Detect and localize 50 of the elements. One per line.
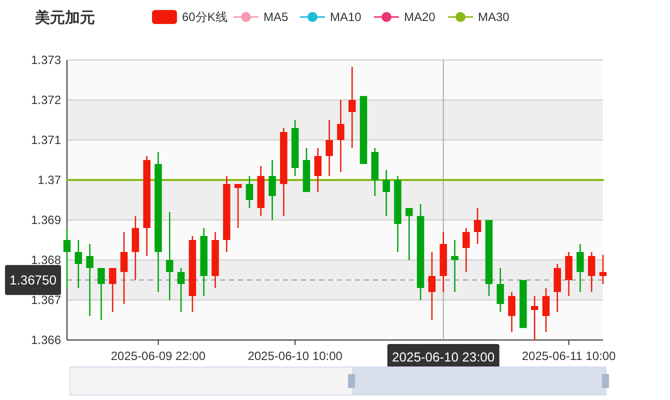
candlestick bbox=[234, 183, 242, 229]
candlestick bbox=[86, 243, 94, 317]
y-tick-label: 1.372 bbox=[30, 93, 62, 108]
legend-label: MA5 bbox=[264, 10, 288, 24]
x-tick-label: 2025-06-09 22:00 bbox=[110, 349, 206, 364]
y-tick-label: 1.366 bbox=[30, 333, 62, 348]
legend-label: MA30 bbox=[478, 10, 510, 24]
candlestick bbox=[530, 295, 538, 341]
candlestick bbox=[451, 239, 458, 293]
y-tick-label: 1.373 bbox=[30, 53, 62, 68]
legend-label: 60分K线 bbox=[182, 10, 228, 24]
x-tick-label: 2025-06-10 10:00 bbox=[248, 349, 343, 364]
x-tick-label: 2025-06-10 23:00 bbox=[392, 350, 495, 365]
y-tick-label: 1.368 bbox=[30, 253, 62, 268]
candlestick bbox=[63, 227, 71, 289]
candlestick bbox=[166, 211, 174, 301]
candlestick bbox=[314, 147, 322, 193]
candlestick bbox=[542, 287, 550, 333]
candlestick bbox=[132, 215, 140, 281]
candlestick bbox=[246, 175, 254, 209]
candlestick bbox=[268, 159, 276, 221]
y-tick-label: 1.369 bbox=[30, 213, 62, 228]
candlestick bbox=[177, 267, 185, 313]
candlestick bbox=[98, 267, 105, 321]
y-tick-label: 1.371 bbox=[30, 133, 62, 148]
legend-label: MA20 bbox=[404, 10, 436, 24]
candlestick bbox=[576, 243, 584, 293]
candlestick bbox=[428, 251, 436, 321]
candlestick bbox=[74, 239, 82, 289]
candlestick bbox=[382, 169, 390, 217]
chart-title: 美元加元 bbox=[34, 8, 95, 26]
candlestick bbox=[554, 263, 562, 313]
candlestick bbox=[474, 207, 482, 245]
candlestick bbox=[462, 227, 470, 273]
y-tick-label: 1.367 bbox=[30, 293, 62, 308]
candlestick bbox=[496, 267, 504, 313]
candlestick bbox=[120, 231, 128, 305]
ref-line-label: 1.36750 bbox=[10, 272, 56, 288]
y-tick-label: 1.37 bbox=[38, 173, 62, 188]
candlestick bbox=[337, 99, 344, 173]
candlestick bbox=[588, 251, 596, 293]
candlestick bbox=[326, 119, 333, 177]
x-tick-label: 2025-06-11 10:00 bbox=[522, 349, 616, 364]
candlestick bbox=[348, 66, 356, 149]
candlestick bbox=[108, 267, 116, 313]
candlestick bbox=[406, 207, 413, 261]
candlestick bbox=[508, 291, 516, 333]
legend-label: MA10 bbox=[330, 10, 362, 24]
candlestick bbox=[599, 254, 607, 285]
candlestick bbox=[565, 251, 572, 297]
